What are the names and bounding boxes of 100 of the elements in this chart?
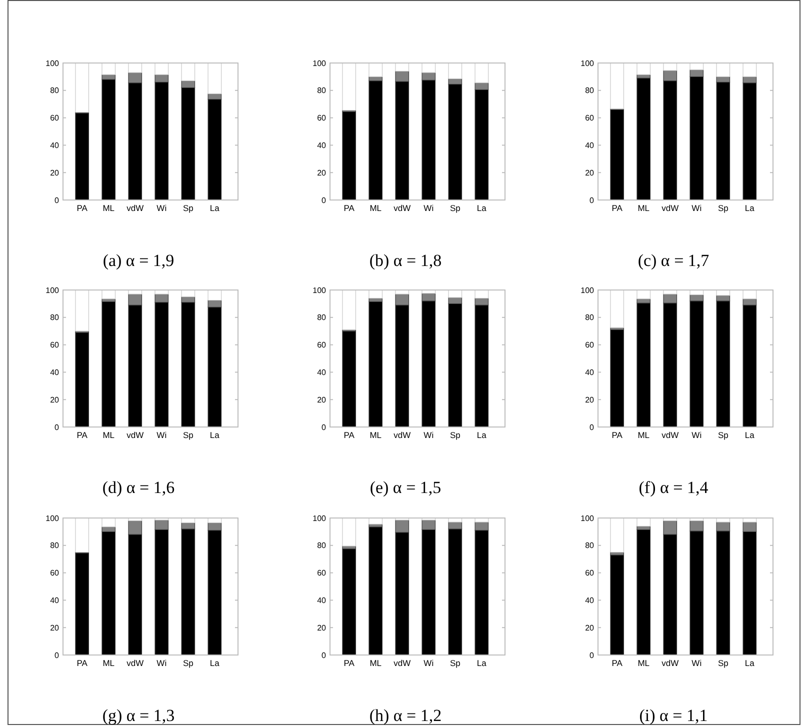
y-tick-label: 60: [585, 114, 595, 123]
x-tick-label: vdW: [662, 203, 679, 213]
y-tick-label: 80: [317, 86, 327, 96]
x-tick-label: Wi: [424, 658, 434, 668]
x-tick-label: PA: [612, 430, 623, 440]
y-tick-label: 100: [312, 286, 327, 295]
y-tick-label: 40: [585, 141, 595, 150]
y-tick-label: 0: [54, 196, 60, 205]
text: (d) α = 1,6: [102, 478, 175, 497]
x-tick-label: ML: [370, 658, 382, 668]
y-tick-label: 0: [54, 422, 60, 432]
y-tick-label: 20: [585, 623, 595, 632]
y-tick-label: 40: [317, 596, 327, 605]
x-tick-label: Sp: [182, 658, 194, 668]
x-tick-label: PA: [76, 203, 88, 213]
x-tick-label: La: [210, 658, 220, 668]
x-tick-label: Wi: [156, 203, 167, 213]
text: (i) α = 1,1: [639, 706, 708, 725]
y-tick-label: 100: [46, 58, 60, 68]
y-tick-label: 0: [590, 650, 595, 660]
x-tick-label: Sp: [450, 430, 461, 440]
x-tick-label: ML: [638, 658, 650, 668]
x-tick-label: ML: [102, 430, 115, 440]
x-tick-label: Sp: [450, 203, 461, 213]
x-tick-label: La: [476, 430, 487, 440]
y-tick-label: 20: [50, 623, 60, 632]
x-tick-label: La: [210, 203, 220, 213]
y-tick-label: 60: [50, 568, 60, 578]
y-tick-label: 20: [317, 168, 327, 178]
y-tick-label: 20: [50, 168, 60, 178]
y-tick-label: 80: [50, 86, 60, 96]
y-tick-label: 80: [585, 313, 595, 322]
x-tick-label: Sp: [718, 658, 729, 668]
x-tick-label: vdW: [394, 430, 411, 440]
x-tick-label: La: [476, 203, 487, 213]
y-tick-label: 60: [317, 340, 327, 350]
x-tick-label: vdW: [662, 658, 679, 668]
x-tick-label: Wi: [156, 430, 167, 440]
x-tick-label: ML: [370, 203, 382, 213]
x-tick-label: Wi: [692, 430, 702, 440]
y-tick-label: 80: [585, 86, 595, 96]
y-tick-label: 0: [322, 422, 327, 432]
y-tick-label: 80: [317, 313, 327, 322]
y-tick-label: 80: [50, 313, 60, 322]
y-tick-label: 60: [585, 340, 595, 350]
x-tick-label: ML: [638, 430, 650, 440]
y-tick-label: 40: [50, 368, 60, 377]
x-tick-label: vdW: [126, 203, 144, 213]
y-tick-label: 80: [317, 541, 327, 550]
y-tick-label: 100: [46, 286, 60, 295]
y-tick-label: 60: [50, 114, 60, 123]
y-tick-label: 40: [585, 596, 595, 605]
x-tick-label: vdW: [126, 430, 144, 440]
x-tick-label: ML: [102, 658, 115, 668]
x-tick-label: PA: [344, 203, 355, 213]
y-tick-label: 60: [317, 114, 327, 123]
y-tick-label: 100: [580, 58, 595, 68]
y-tick-label: 100: [312, 58, 327, 68]
x-tick-label: La: [744, 658, 755, 668]
x-tick-label: vdW: [662, 430, 679, 440]
y-tick-label: 40: [50, 141, 60, 150]
text: (a) α = 1,9: [102, 251, 174, 270]
x-tick-label: Wi: [692, 203, 702, 213]
y-tick-label: 100: [46, 514, 60, 523]
x-tick-label: La: [476, 658, 487, 668]
x-tick-label: PA: [344, 430, 355, 440]
x-tick-label: Sp: [182, 430, 194, 440]
x-tick-label: ML: [102, 203, 115, 213]
x-tick-label: Wi: [156, 658, 167, 668]
x-tick-label: La: [744, 203, 755, 213]
x-tick-label: La: [210, 430, 220, 440]
x-tick-label: Wi: [424, 430, 434, 440]
x-tick-label: PA: [76, 430, 88, 440]
x-tick-label: Sp: [450, 658, 461, 668]
y-tick-label: 20: [50, 395, 60, 404]
text: (h) α = 1,2: [369, 706, 442, 725]
x-tick-label: vdW: [394, 658, 411, 668]
y-tick-label: 60: [317, 568, 327, 578]
x-tick-label: Sp: [718, 203, 729, 213]
x-tick-label: Wi: [424, 203, 434, 213]
y-tick-label: 60: [50, 340, 60, 350]
y-tick-label: 100: [312, 514, 327, 523]
y-tick-label: 20: [585, 395, 595, 404]
y-tick-label: 0: [590, 196, 595, 205]
x-tick-label: ML: [370, 430, 382, 440]
text: (b) α = 1,8: [369, 251, 442, 270]
text: (f) α = 1,4: [638, 478, 709, 497]
y-tick-label: 60: [585, 568, 595, 578]
y-tick-label: 100: [580, 286, 595, 295]
y-tick-label: 0: [322, 196, 327, 205]
y-tick-label: 0: [590, 422, 595, 432]
x-tick-label: ML: [638, 203, 650, 213]
y-tick-label: 40: [585, 368, 595, 377]
y-tick-label: 20: [317, 623, 327, 632]
y-tick-label: 100: [580, 514, 595, 523]
y-tick-label: 0: [54, 650, 60, 660]
x-tick-label: vdW: [394, 203, 411, 213]
y-tick-label: 40: [317, 141, 327, 150]
text: (c) α = 1,7: [638, 251, 710, 270]
y-tick-label: 0: [322, 650, 327, 660]
